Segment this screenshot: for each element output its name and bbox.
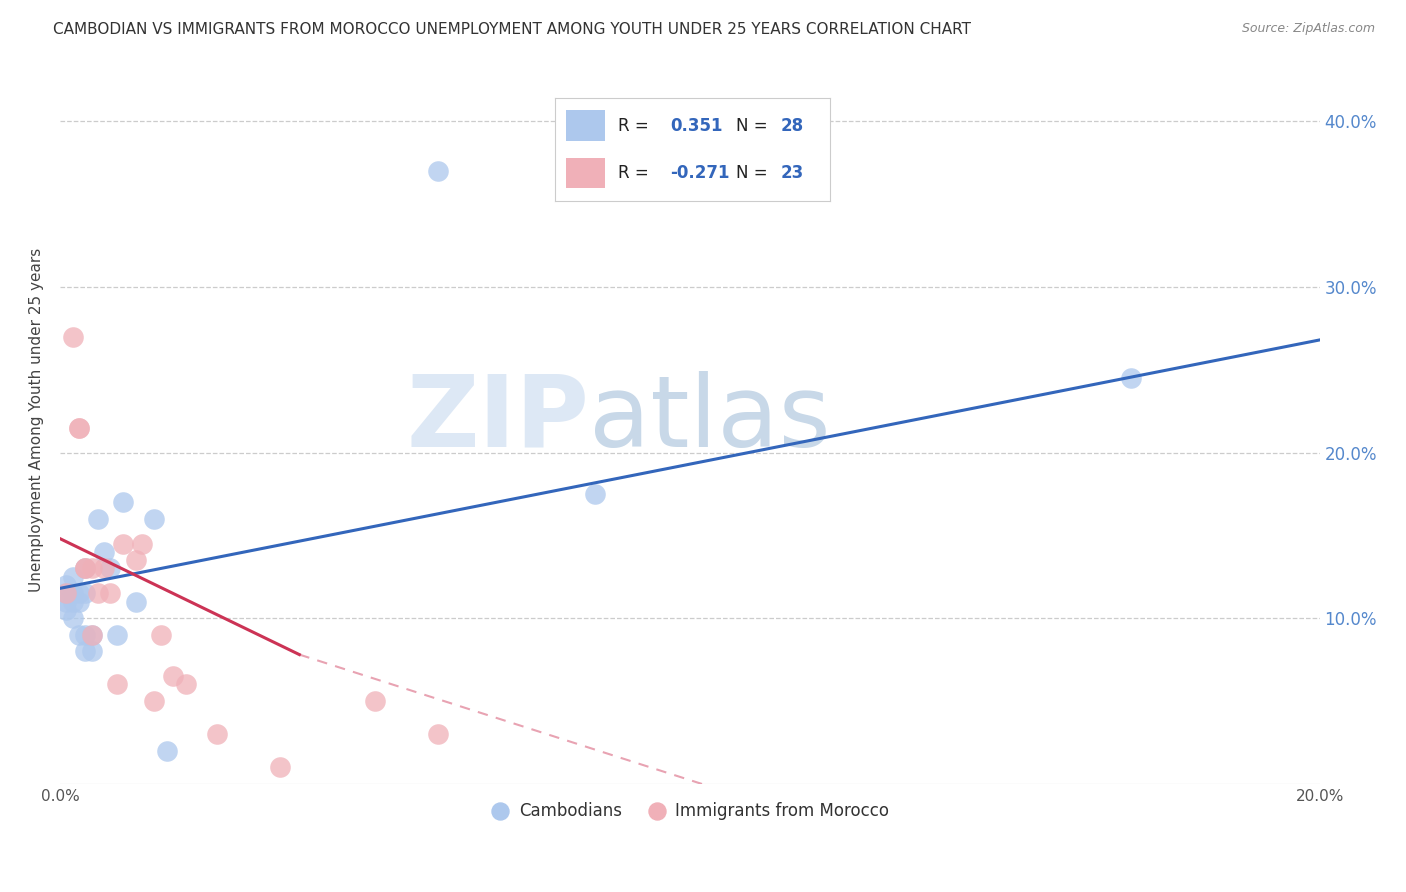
Point — [124, 553, 146, 567]
Point — [67, 594, 90, 608]
Point — [62, 329, 84, 343]
Text: R =: R = — [619, 164, 654, 182]
Point — [162, 669, 184, 683]
Point — [55, 586, 77, 600]
Point — [62, 570, 84, 584]
Point — [75, 628, 97, 642]
Text: atlas: atlas — [589, 371, 831, 468]
Point — [105, 628, 128, 642]
Point — [80, 628, 103, 642]
Point — [426, 164, 449, 178]
Point — [55, 603, 77, 617]
Point — [93, 561, 115, 575]
Point — [75, 561, 97, 575]
Point — [67, 586, 90, 600]
Text: R =: R = — [619, 117, 654, 135]
Point — [62, 586, 84, 600]
Point — [143, 512, 166, 526]
Y-axis label: Unemployment Among Youth under 25 years: Unemployment Among Youth under 25 years — [30, 247, 44, 591]
Text: 23: 23 — [780, 164, 803, 182]
Point — [75, 644, 97, 658]
Bar — [567, 158, 605, 188]
Point — [131, 536, 153, 550]
Point — [426, 727, 449, 741]
Text: 0.351: 0.351 — [671, 117, 723, 135]
Point — [364, 694, 387, 708]
Point — [62, 611, 84, 625]
Point — [67, 421, 90, 435]
Point — [124, 594, 146, 608]
Point — [87, 586, 110, 600]
Point — [67, 628, 90, 642]
Point — [156, 743, 179, 757]
Point — [583, 487, 606, 501]
Point — [55, 594, 77, 608]
Point — [105, 677, 128, 691]
Text: N =: N = — [737, 164, 773, 182]
Point — [87, 512, 110, 526]
Point — [80, 628, 103, 642]
Point — [67, 421, 90, 435]
Point — [100, 561, 122, 575]
Point — [174, 677, 197, 691]
Point — [149, 628, 172, 642]
Point — [55, 586, 77, 600]
Text: -0.271: -0.271 — [671, 164, 730, 182]
Text: Source: ZipAtlas.com: Source: ZipAtlas.com — [1241, 22, 1375, 36]
Point — [55, 578, 77, 592]
Point — [143, 694, 166, 708]
Point — [62, 594, 84, 608]
Point — [75, 586, 97, 600]
Point — [111, 536, 134, 550]
Text: ZIP: ZIP — [406, 371, 589, 468]
Point — [75, 561, 97, 575]
Text: 28: 28 — [780, 117, 803, 135]
Legend: Cambodians, Immigrants from Morocco: Cambodians, Immigrants from Morocco — [484, 795, 896, 826]
Text: CAMBODIAN VS IMMIGRANTS FROM MOROCCO UNEMPLOYMENT AMONG YOUTH UNDER 25 YEARS COR: CAMBODIAN VS IMMIGRANTS FROM MOROCCO UNE… — [53, 22, 972, 37]
Point — [75, 561, 97, 575]
Text: N =: N = — [737, 117, 773, 135]
Point — [1119, 371, 1142, 385]
Point — [93, 545, 115, 559]
Point — [100, 586, 122, 600]
Point — [269, 760, 291, 774]
Point — [207, 727, 229, 741]
Point — [80, 561, 103, 575]
Point — [111, 495, 134, 509]
Bar — [567, 111, 605, 141]
Point — [80, 644, 103, 658]
